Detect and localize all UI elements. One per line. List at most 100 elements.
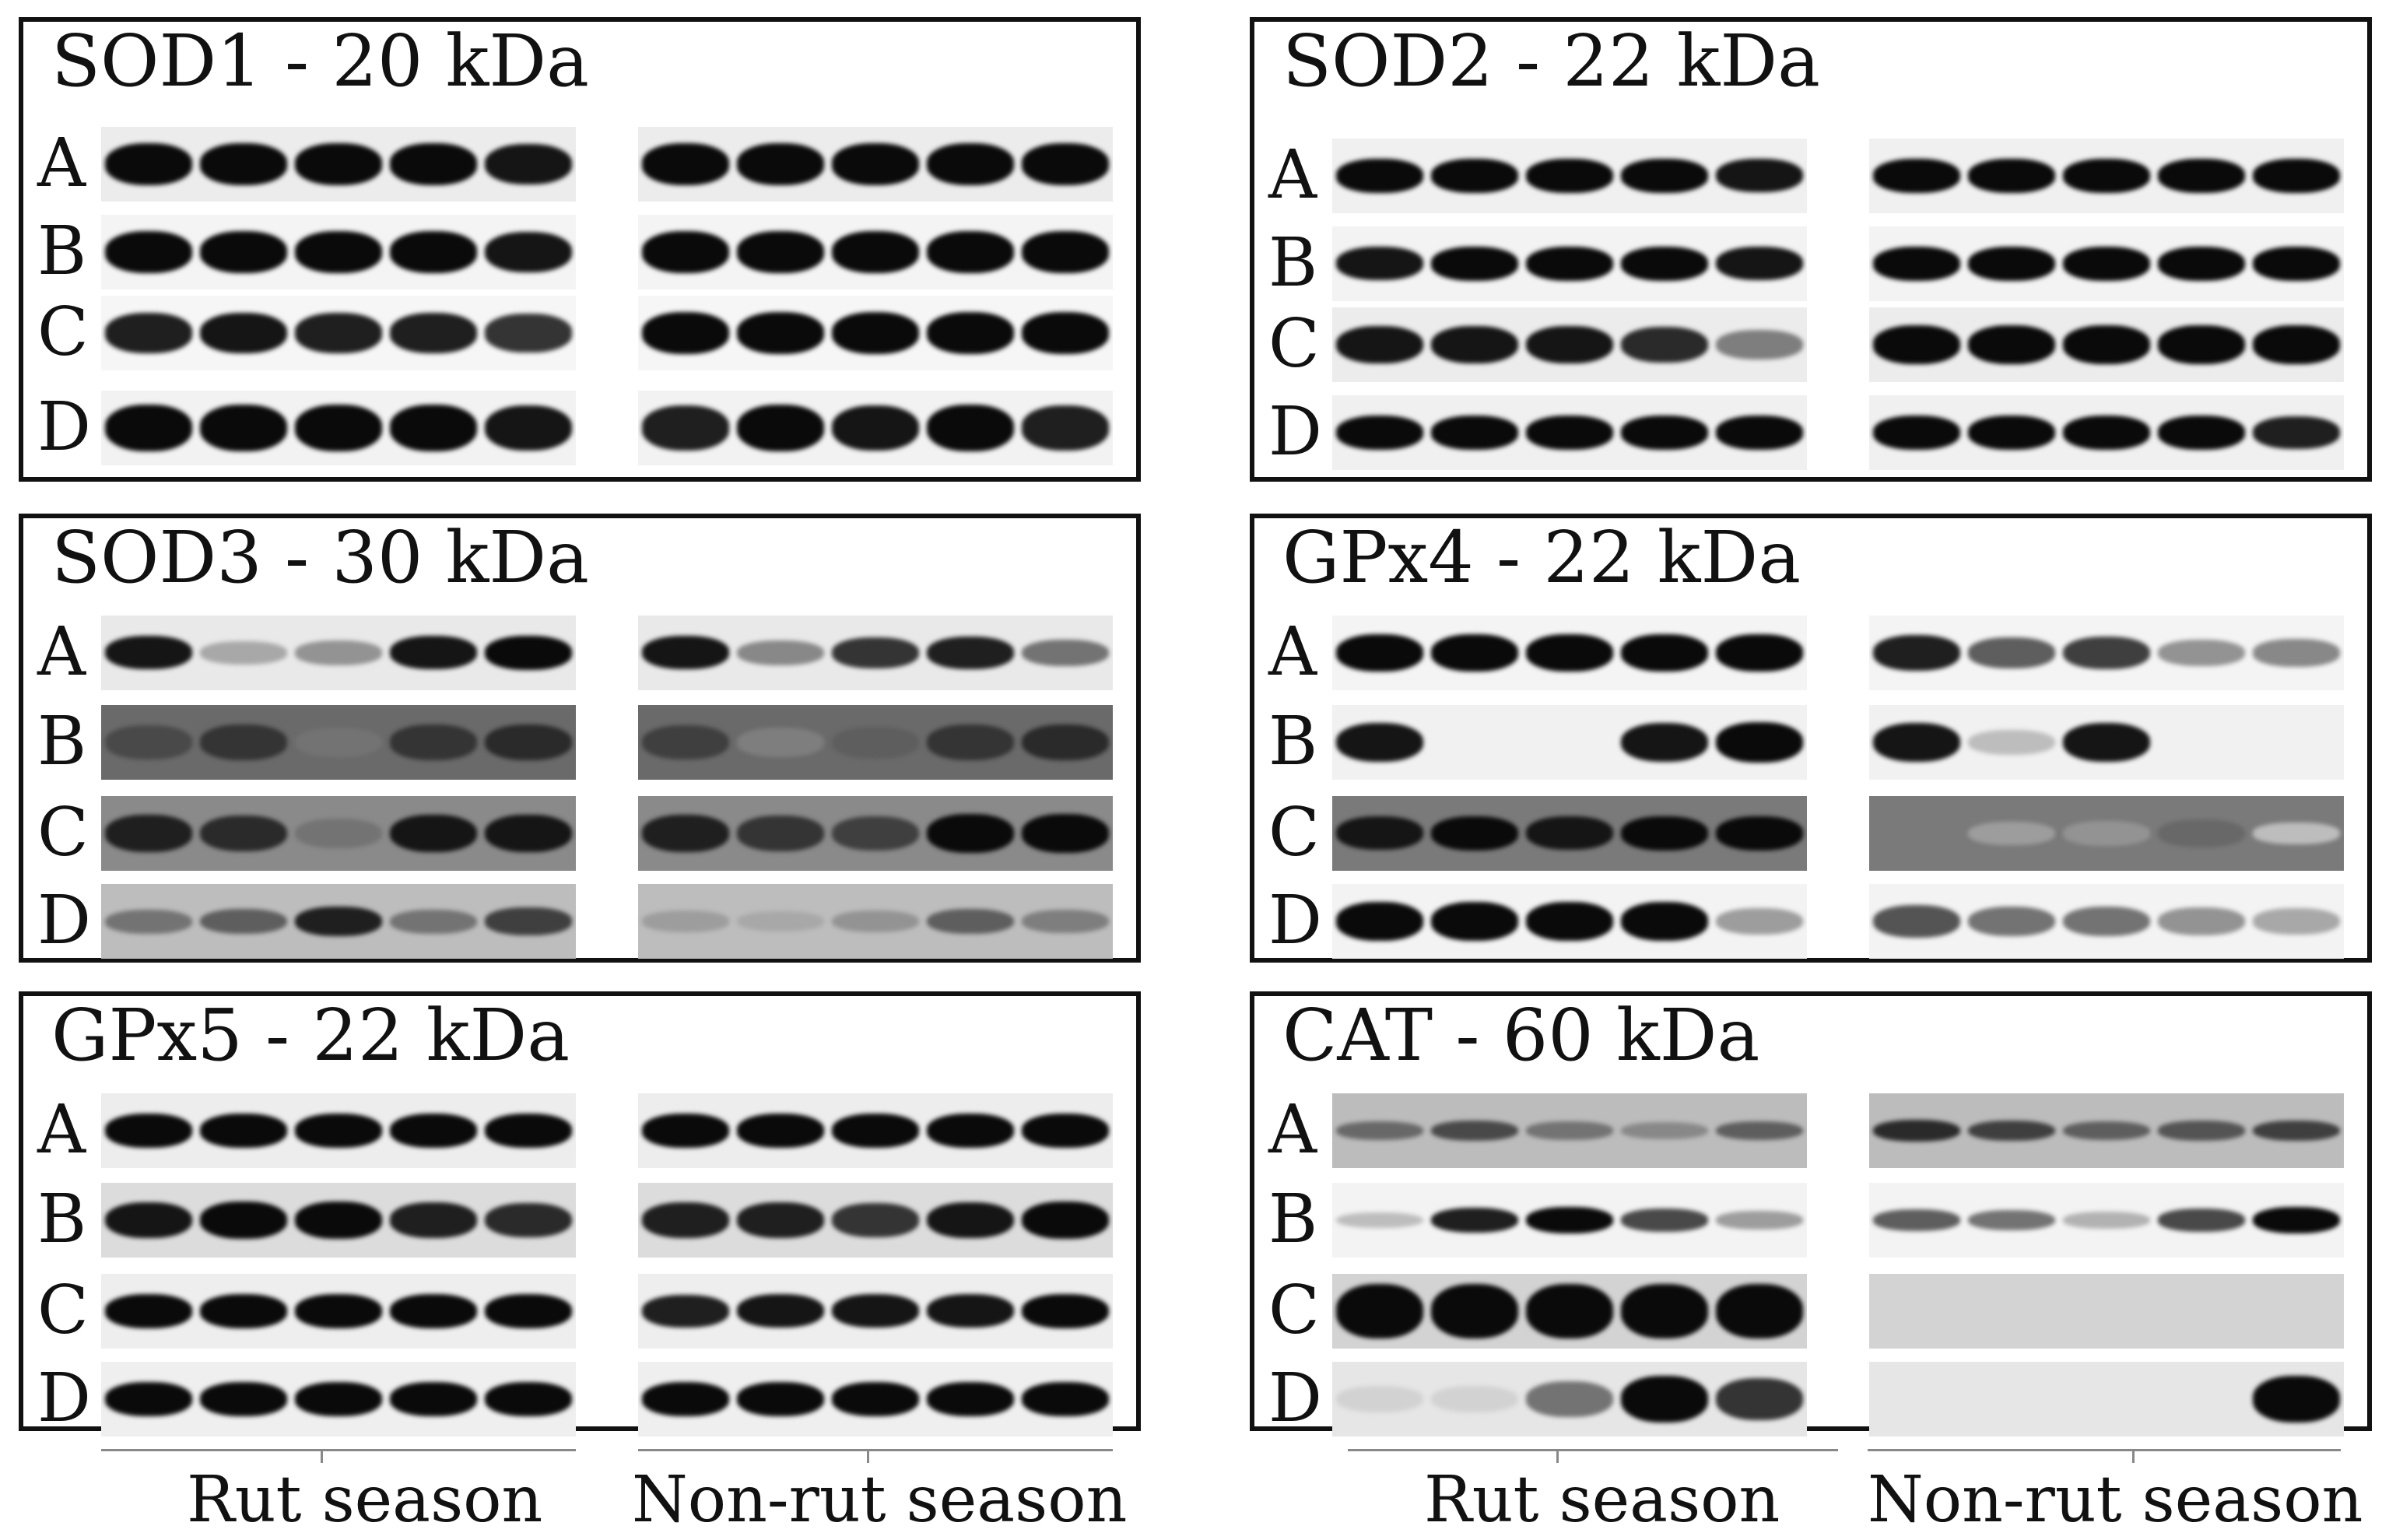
protein-band (485, 405, 572, 451)
protein-band (1716, 330, 1803, 360)
row-label-b: B (37, 212, 87, 290)
protein-band (1968, 416, 2055, 450)
row-label-a: A (1268, 1091, 1317, 1169)
protein-band (1968, 729, 2055, 756)
protein-band (2063, 1212, 2150, 1229)
protein-band (1873, 325, 1960, 364)
protein-band (485, 231, 572, 273)
protein-band (105, 231, 192, 273)
protein-band (1022, 1294, 1109, 1328)
protein-band (1968, 821, 2055, 846)
protein-band (1431, 1207, 1518, 1233)
protein-band (927, 1201, 1014, 1239)
blot-strip (638, 296, 1113, 370)
blot-strip (1332, 226, 1807, 301)
protein-band (2253, 823, 2340, 844)
row-label-c: C (37, 794, 89, 872)
protein-band (1968, 637, 2055, 668)
protein-band (737, 1382, 824, 1416)
protein-band (737, 312, 824, 354)
protein-band (295, 231, 382, 273)
protein-band (2063, 722, 2150, 763)
blot-strip (1332, 616, 1807, 690)
protein-band (1431, 247, 1518, 281)
protein-band (642, 1382, 729, 1416)
protein-band (105, 1294, 192, 1328)
protein-band (1526, 1121, 1613, 1140)
protein-band (2063, 416, 2150, 450)
panel-title: CAT - 60 kDa (1282, 994, 1760, 1077)
protein-band (1336, 1284, 1423, 1338)
protein-band (1873, 416, 1960, 450)
protein-band (2253, 639, 2340, 667)
protein-band (832, 143, 919, 185)
protein-band (200, 815, 287, 852)
protein-band (1022, 1114, 1109, 1148)
protein-band (1621, 416, 1708, 450)
protein-band (1022, 814, 1109, 853)
protein-band (1431, 1284, 1518, 1338)
protein-band (295, 313, 382, 353)
protein-band (200, 724, 287, 760)
protein-band (927, 143, 1014, 185)
protein-band (390, 636, 477, 670)
protein-band (2158, 247, 2245, 281)
protein-band (832, 1294, 919, 1328)
protein-band (1968, 906, 2055, 937)
protein-band (1968, 159, 2055, 193)
protein-band (1431, 634, 1518, 672)
blot-strip (1869, 1093, 2344, 1168)
protein-band (295, 143, 382, 185)
blot-strip (638, 705, 1113, 780)
protein-band (1336, 634, 1423, 672)
protein-band (642, 815, 729, 852)
panel-title: SOD2 - 22 kDa (1282, 19, 1820, 103)
protein-band (832, 1382, 919, 1416)
blot-strip (1869, 139, 2344, 213)
panel-title: GPx4 - 22 kDa (1282, 516, 1801, 599)
protein-band (295, 727, 382, 758)
protein-band (105, 815, 192, 852)
row-label-c: C (37, 293, 89, 371)
protein-band (485, 1382, 572, 1416)
protein-band (1621, 902, 1708, 941)
protein-band (295, 1294, 382, 1328)
protein-band (1968, 1120, 2055, 1142)
protein-band (832, 1203, 919, 1237)
protein-band (2158, 1208, 2245, 1232)
protein-band (200, 1201, 287, 1239)
protein-band (1716, 816, 1803, 851)
protein-band (642, 910, 729, 932)
protein-band (1336, 247, 1423, 281)
blot-strip (638, 616, 1113, 690)
protein-band (485, 814, 572, 853)
protein-band (1022, 405, 1109, 451)
protein-band (832, 231, 919, 273)
protein-band (1716, 416, 1803, 450)
protein-band (485, 1202, 572, 1238)
protein-band (105, 405, 192, 451)
protein-band (1526, 1284, 1613, 1338)
protein-band (927, 1294, 1014, 1328)
protein-band (485, 143, 572, 185)
protein-band (485, 724, 572, 761)
protein-band (1526, 416, 1613, 450)
protein-band (927, 405, 1014, 451)
blot-strip (101, 1093, 576, 1168)
blot-strip (101, 1274, 576, 1349)
protein-band (737, 1294, 824, 1328)
protein-band (1526, 902, 1613, 941)
protein-band (642, 143, 729, 185)
protein-band (737, 910, 824, 932)
protein-band (390, 405, 477, 451)
protein-band (2253, 247, 2340, 281)
blot-strip (638, 1183, 1113, 1258)
protein-band (1873, 1209, 1960, 1231)
protein-band (1716, 159, 1803, 193)
panel-title: SOD1 - 20 kDa (51, 19, 589, 103)
protein-band (1336, 902, 1423, 941)
protein-band (1621, 1122, 1708, 1139)
group-axis-nonrut-left (638, 1449, 1113, 1451)
